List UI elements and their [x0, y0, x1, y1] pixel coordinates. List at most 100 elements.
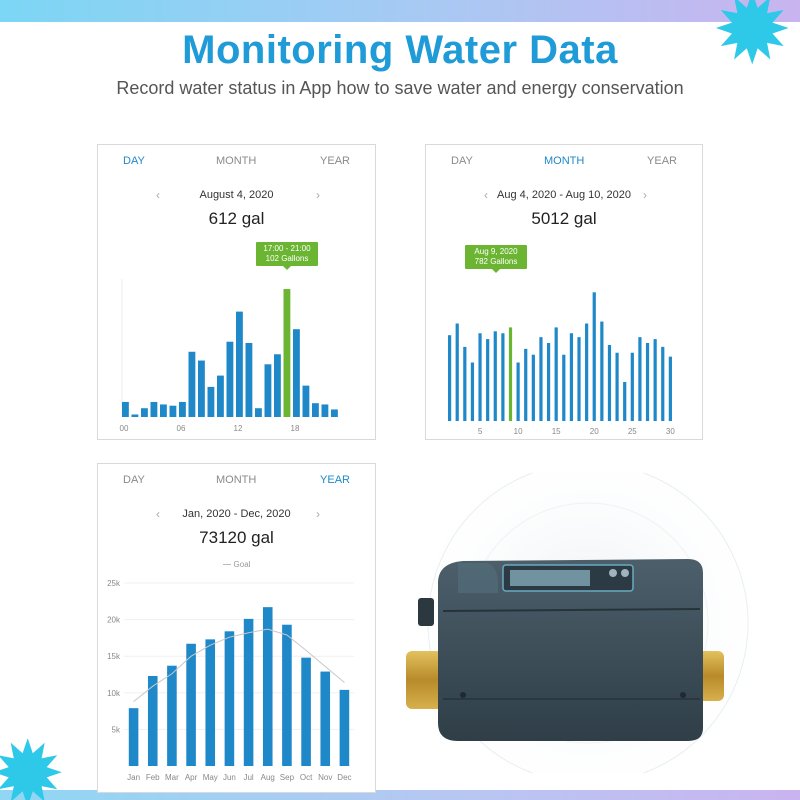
chart-bar: [320, 671, 331, 766]
month-bar-chart: 5 10 15 20 25 30: [448, 292, 675, 436]
tooltip-date: Aug 9, 2020: [474, 247, 518, 256]
chart-bar: [293, 329, 300, 417]
bottom-gradient-band: [0, 790, 800, 800]
tab-year[interactable]: YEAR: [647, 155, 677, 167]
x-tick-label: Jun: [223, 773, 236, 782]
x-tick-label: Dec: [337, 773, 351, 782]
x-tick-label: Aug: [261, 773, 275, 782]
goal-line: [133, 628, 345, 702]
x-tick-label: Sep: [280, 773, 295, 782]
chart-bar: [585, 323, 589, 421]
chart-bar: [539, 337, 543, 421]
chart-bar: [262, 607, 273, 766]
chart-bar: [179, 401, 186, 417]
prev-chevron-icon[interactable]: ‹: [156, 507, 160, 521]
chart-bar: [463, 346, 467, 421]
period-tabs: DAY MONTH YEAR: [98, 155, 375, 171]
month-usage-card: DAY MONTH YEAR ‹ Aug 4, 2020 - Aug 10, 2…: [425, 144, 703, 440]
y-tick-label: 15k: [107, 652, 121, 661]
x-tick-label: Jul: [243, 773, 253, 782]
usage-total: 612 gal: [208, 209, 265, 228]
chart-bar: [274, 354, 281, 417]
chart-bar: [217, 375, 224, 417]
chart-bar: [301, 657, 311, 766]
next-chevron-icon[interactable]: ›: [643, 188, 647, 202]
chart-bar: [638, 337, 642, 421]
tab-year[interactable]: YEAR: [320, 155, 350, 167]
x-tick-label: Oct: [300, 773, 313, 782]
chart-bar: [339, 689, 350, 766]
x-tick-label: 5: [478, 427, 483, 436]
y-tick-label: 10k: [107, 689, 121, 698]
chart-bar: [150, 401, 158, 417]
tab-year[interactable]: YEAR: [320, 474, 350, 486]
usage-total: 5012 gal: [531, 209, 597, 228]
page-title: Monitoring Water Data: [182, 28, 618, 72]
chart-bar: [147, 675, 158, 766]
chart-bar: [531, 354, 535, 421]
tab-day[interactable]: DAY: [123, 474, 145, 486]
chart-bar: [226, 341, 234, 417]
tab-day[interactable]: DAY: [123, 155, 145, 167]
chart-bar: [569, 333, 574, 421]
tooltip-time: 17:00 - 21:00: [263, 244, 311, 253]
period-tabs: DAY MONTH YEAR: [98, 474, 375, 490]
chart-bar: [493, 331, 497, 421]
y-tick-label: 25k: [107, 579, 121, 588]
chart-bar: [331, 409, 338, 417]
next-chevron-icon[interactable]: ›: [316, 507, 320, 521]
period-tabs: DAY MONTH YEAR: [426, 155, 702, 171]
tab-month[interactable]: MONTH: [216, 155, 257, 167]
legend-goal-label: Goal: [233, 560, 251, 569]
x-tick-label: 18: [291, 424, 300, 433]
chart-bar: [645, 343, 650, 421]
usage-total: 73120 gal: [199, 528, 274, 547]
chart-bar: [169, 405, 177, 417]
chart-bar: [236, 311, 243, 417]
chart-bar: [607, 344, 612, 421]
chart-bar: [600, 321, 604, 421]
chart-bar: [264, 364, 272, 417]
y-tick-label: 5k: [112, 725, 121, 734]
x-tick-label: 30: [666, 427, 675, 436]
chart-bar: [577, 337, 581, 421]
decorative-star-icon: ✹: [712, 0, 793, 86]
chart-bar: [224, 631, 235, 766]
chart-bar: [188, 351, 196, 417]
chart-bar: [661, 346, 665, 421]
bar-tooltip: Aug 9, 2020 782 Gallons: [465, 245, 527, 273]
chart-bar: [243, 618, 254, 766]
chart-bar: [501, 333, 505, 421]
tab-day[interactable]: DAY: [451, 155, 473, 167]
chart-bar: [630, 352, 634, 421]
date-range: Jan, 2020 - Dec, 2020: [182, 508, 291, 520]
water-meter-device-image: [398, 473, 778, 773]
chart-bar: [128, 708, 139, 766]
tooltip-value: 102 Gallons: [265, 254, 309, 263]
chart-bar: [198, 360, 205, 417]
x-tick-label: 20: [590, 427, 599, 436]
next-chevron-icon[interactable]: ›: [316, 188, 320, 202]
prev-chevron-icon[interactable]: ‹: [156, 188, 160, 202]
chart-bar: [245, 342, 253, 417]
tab-month[interactable]: MONTH: [216, 474, 257, 486]
tab-month[interactable]: MONTH: [544, 155, 585, 167]
chart-bar: [668, 356, 672, 421]
chart-bar: [312, 403, 319, 417]
decorative-star-icon: ✹: [0, 722, 66, 800]
y-tick-label: 20k: [107, 616, 121, 625]
day-usage-card: DAY MONTH YEAR ‹ August 4, 2020 › 612 ga…: [97, 144, 376, 440]
chart-bar: [546, 343, 551, 421]
x-tick-label: May: [203, 773, 218, 782]
prev-chevron-icon[interactable]: ‹: [484, 188, 488, 202]
chart-bar: [283, 289, 291, 417]
bar-tooltip: 17:00 - 21:00 102 Gallons: [256, 242, 318, 270]
chart-bar: [524, 348, 528, 421]
chart-bar: [302, 385, 310, 417]
year-usage-card: DAY MONTH YEAR ‹ Jan, 2020 - Dec, 2020 ›…: [97, 463, 376, 793]
chart-bar: [554, 327, 558, 421]
chart-bar: [205, 639, 216, 766]
chart-bar: [478, 333, 482, 421]
chart-bar: [255, 408, 262, 417]
date-range: Aug 4, 2020 - Aug 10, 2020: [497, 189, 631, 201]
